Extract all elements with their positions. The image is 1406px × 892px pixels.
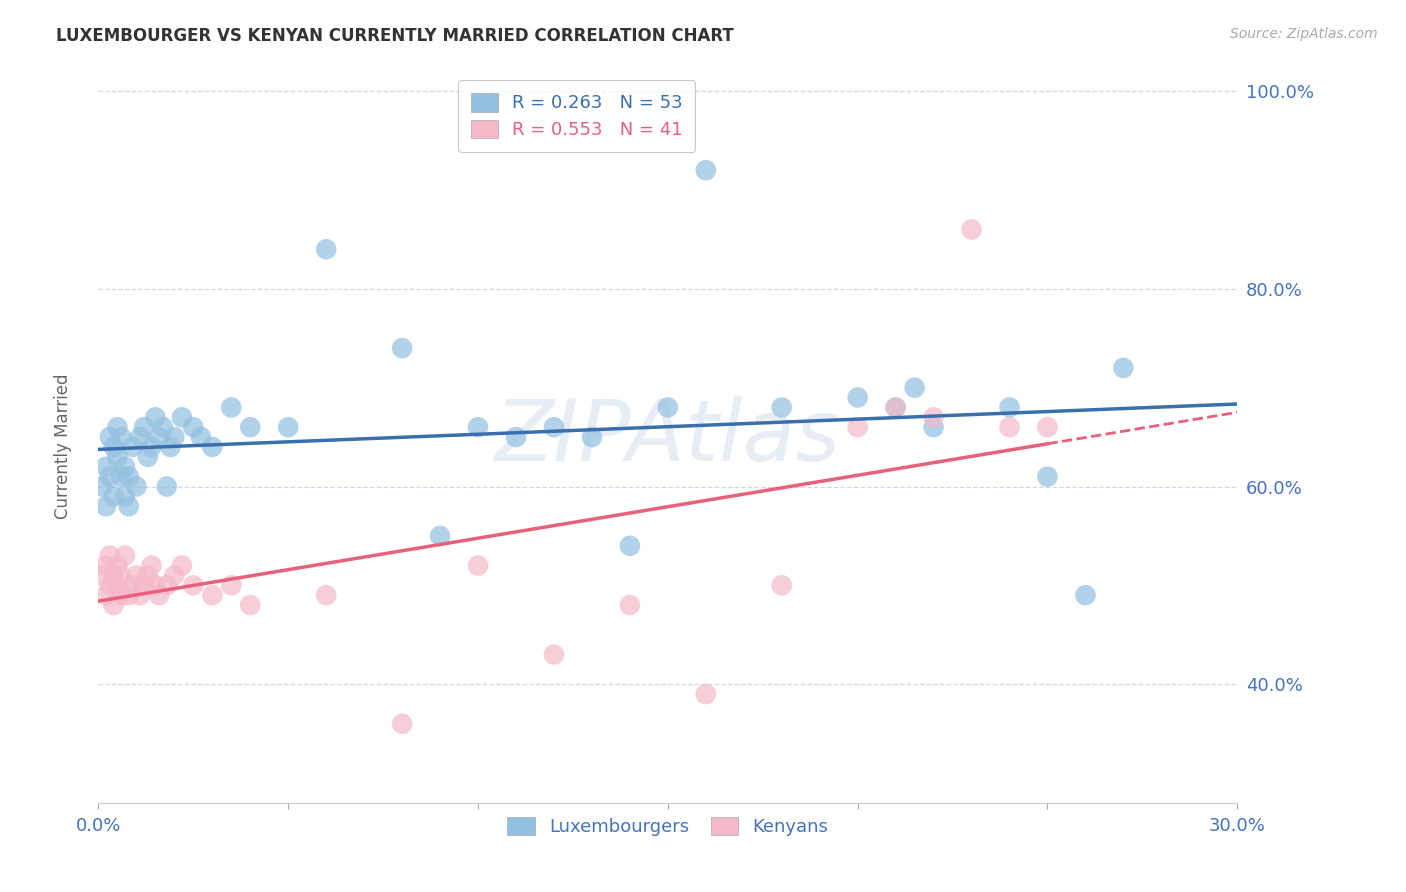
Point: [277, 420, 299, 434]
Point: [136, 450, 159, 464]
Point: [221, 578, 243, 592]
Point: [581, 430, 603, 444]
Point: [315, 588, 337, 602]
Point: [1112, 360, 1135, 375]
Point: [183, 578, 205, 592]
Point: [904, 381, 927, 395]
Point: [110, 469, 132, 483]
Text: Source: ZipAtlas.com: Source: ZipAtlas.com: [1230, 27, 1378, 41]
Point: [239, 598, 262, 612]
Point: [1074, 588, 1097, 602]
Point: [114, 489, 136, 503]
Point: [846, 391, 869, 405]
Point: [103, 598, 125, 612]
Point: [159, 440, 181, 454]
Point: [619, 539, 641, 553]
Point: [141, 558, 163, 573]
Point: [110, 588, 132, 602]
Text: ZIPAtlas: ZIPAtlas: [495, 395, 841, 479]
Point: [315, 242, 337, 256]
Point: [657, 401, 679, 415]
Point: [103, 568, 125, 582]
Point: [148, 430, 170, 444]
Point: [429, 529, 451, 543]
Point: [110, 430, 132, 444]
Point: [107, 450, 129, 464]
Point: [695, 163, 717, 178]
Point: [125, 568, 148, 582]
Point: [695, 687, 717, 701]
Point: [114, 459, 136, 474]
Point: [145, 578, 167, 592]
Point: [960, 222, 983, 236]
Text: Currently Married: Currently Married: [55, 373, 72, 519]
Point: [110, 568, 132, 582]
Point: [114, 549, 136, 563]
Point: [170, 558, 193, 573]
Point: [183, 420, 205, 434]
Point: [121, 440, 143, 454]
Point: [201, 440, 224, 454]
Point: [391, 341, 413, 355]
Point: [163, 430, 186, 444]
Point: [129, 430, 152, 444]
Point: [121, 578, 143, 592]
Point: [129, 588, 152, 602]
Point: [103, 440, 125, 454]
Point: [201, 588, 224, 602]
Point: [156, 479, 179, 493]
Point: [221, 401, 243, 415]
Point: [118, 469, 141, 483]
Point: [884, 401, 907, 415]
Point: [98, 430, 121, 444]
Point: [163, 568, 186, 582]
Point: [505, 430, 527, 444]
Point: [998, 401, 1021, 415]
Text: LUXEMBOURGER VS KENYAN CURRENTLY MARRIED CORRELATION CHART: LUXEMBOURGER VS KENYAN CURRENTLY MARRIED…: [56, 27, 734, 45]
Point: [91, 479, 114, 493]
Point: [156, 578, 179, 592]
Point: [94, 500, 117, 514]
Point: [884, 401, 907, 415]
Legend: Luxembourgers, Kenyans: Luxembourgers, Kenyans: [499, 807, 837, 845]
Point: [94, 459, 117, 474]
Point: [239, 420, 262, 434]
Point: [467, 558, 489, 573]
Point: [98, 578, 121, 592]
Point: [467, 420, 489, 434]
Point: [103, 489, 125, 503]
Point: [846, 420, 869, 434]
Point: [190, 430, 212, 444]
Point: [922, 420, 945, 434]
Point: [107, 578, 129, 592]
Point: [132, 578, 155, 592]
Point: [170, 410, 193, 425]
Point: [107, 558, 129, 573]
Point: [118, 500, 141, 514]
Point: [770, 401, 793, 415]
Point: [98, 469, 121, 483]
Point: [136, 568, 159, 582]
Point: [619, 598, 641, 612]
Point: [94, 588, 117, 602]
Point: [152, 420, 174, 434]
Point: [107, 420, 129, 434]
Point: [922, 410, 945, 425]
Point: [1036, 420, 1059, 434]
Point: [391, 716, 413, 731]
Point: [543, 648, 565, 662]
Point: [145, 410, 167, 425]
Point: [770, 578, 793, 592]
Point: [998, 420, 1021, 434]
Point: [1036, 469, 1059, 483]
Point: [141, 440, 163, 454]
Point: [543, 420, 565, 434]
Point: [118, 588, 141, 602]
Point: [94, 558, 117, 573]
Point: [98, 549, 121, 563]
Point: [125, 479, 148, 493]
Point: [91, 568, 114, 582]
Point: [132, 420, 155, 434]
Point: [148, 588, 170, 602]
